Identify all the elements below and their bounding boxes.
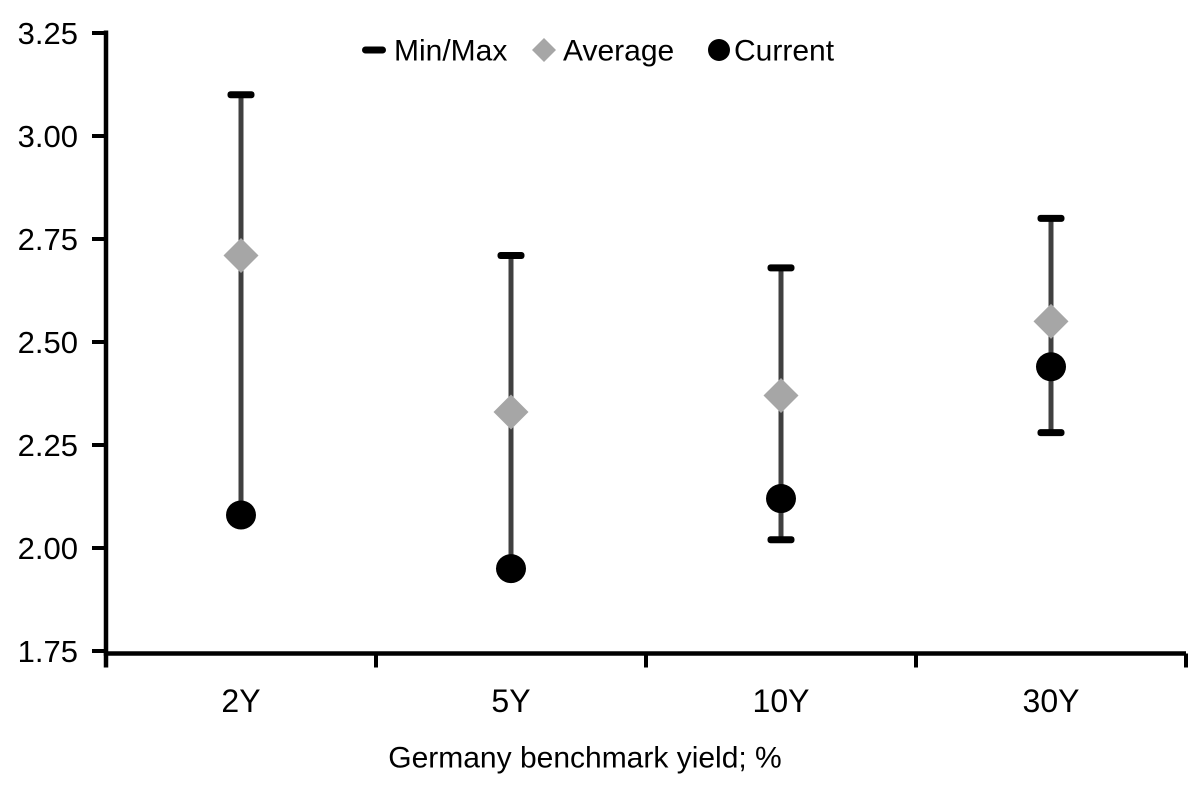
max-cap <box>227 91 255 99</box>
x-category-label-30y: 30Y <box>1023 683 1080 719</box>
average-marker-2y <box>223 237 259 273</box>
x-category-label-5y: 5Y <box>491 683 530 719</box>
min-cap <box>767 536 795 544</box>
y-tick-label: 2.50 <box>18 325 78 360</box>
legend-current-marker <box>708 39 730 61</box>
legend-average-label: Average <box>563 35 674 68</box>
current-marker-10y <box>766 484 796 514</box>
y-tick-label: 3.00 <box>18 119 78 154</box>
min-cap <box>1037 429 1065 437</box>
legend-minmax-label: Min/Max <box>394 35 507 68</box>
current-marker-2y <box>226 500 256 530</box>
max-cap <box>767 264 795 272</box>
average-marker-30y <box>1033 303 1069 339</box>
average-marker-5y <box>493 394 529 430</box>
x-axis-title: Germany benchmark yield; % <box>388 742 782 775</box>
current-marker-5y <box>496 554 526 584</box>
minmax-range-2y <box>227 91 255 519</box>
data-series <box>223 91 1069 584</box>
legend-average-marker <box>532 38 556 62</box>
y-tick-label: 3.25 <box>18 16 78 51</box>
y-tick-label: 2.00 <box>18 531 78 566</box>
y-tick-label: 2.25 <box>18 428 78 463</box>
max-cap <box>1037 214 1065 222</box>
y-tick-label: 1.75 <box>18 634 78 669</box>
y-tick-label: 2.75 <box>18 222 78 257</box>
axes: 3.25 3.00 2.75 2.50 2.25 2.00 1.75 2Y 5Y 10Y 30Y Ge… <box>18 16 1188 775</box>
legend: Min/Max Average Current <box>362 35 835 68</box>
average-marker-10y <box>763 378 799 414</box>
x-category-label-2y: 2Y <box>221 683 260 719</box>
x-category-label-10y: 10Y <box>753 683 810 719</box>
current-marker-30y <box>1036 352 1066 382</box>
max-cap <box>497 251 525 259</box>
legend-current-label: Current <box>734 35 835 68</box>
legend-minmax-marker <box>362 46 386 54</box>
